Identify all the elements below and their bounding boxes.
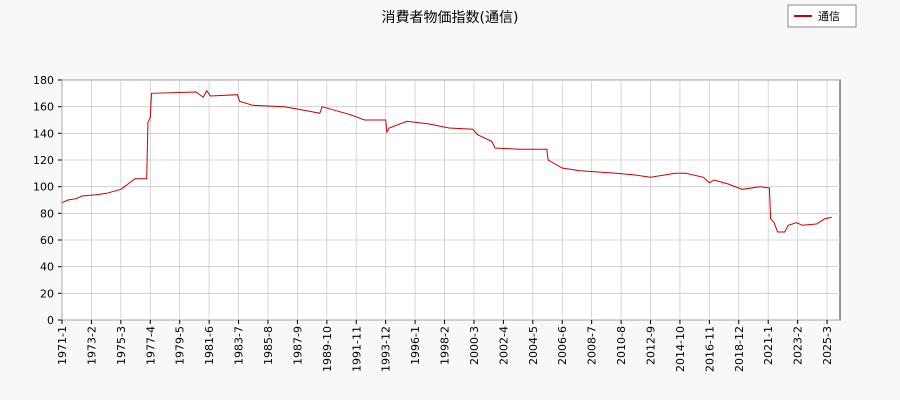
legend-label: 通信 (818, 10, 840, 23)
x-tick-label: 1991-11 (350, 326, 363, 372)
y-tick-label: 80 (40, 207, 54, 220)
y-tick-label: 140 (33, 127, 54, 140)
y-tick-label: 20 (40, 287, 54, 300)
y-tick-label: 160 (33, 101, 54, 114)
y-tick-label: 0 (47, 314, 54, 327)
x-tick-label: 1983-7 (233, 326, 246, 365)
x-tick-label: 2025-3 (821, 326, 834, 365)
y-tick-label: 60 (40, 234, 54, 247)
data-line (61, 89, 832, 233)
x-tick-label: 1989-10 (321, 326, 334, 372)
x-tick-label: 1979-5 (174, 326, 187, 365)
x-tick-label: 1993-12 (380, 326, 393, 372)
x-tick-label: 1996-1 (409, 326, 422, 365)
chart-title: 消費者物価指数(通信) (382, 10, 519, 26)
x-tick-label: 2010-8 (615, 326, 628, 365)
legend-box (787, 4, 857, 28)
x-tick-label: 1998-2 (439, 326, 452, 365)
plot-area (61, 79, 841, 321)
x-tick-label: 2023-2 (792, 326, 805, 365)
x-tick-label: 2000-3 (468, 326, 481, 365)
x-tick-label: 2014-10 (674, 326, 687, 372)
y-tick-label: 100 (33, 181, 54, 194)
x-tick-label: 1977-4 (144, 326, 157, 365)
x-tick-label: 1987-9 (291, 326, 304, 365)
x-tick-label: 2008-7 (586, 326, 599, 365)
x-tick-label: 2002-4 (497, 326, 510, 365)
x-tick-label: 1975-3 (115, 326, 128, 365)
x-tick-label: 1971-1 (56, 326, 69, 365)
x-tick-label: 2016-11 (703, 326, 716, 372)
x-tick-label: 2018-12 (733, 326, 746, 372)
x-tick-label: 1981-6 (203, 326, 216, 365)
y-tick-label: 40 (40, 261, 54, 274)
y-tick-label: 120 (33, 154, 54, 167)
x-tick-label: 1973-2 (85, 326, 98, 365)
y-tick-label: 180 (33, 74, 54, 87)
x-tick-label: 1985-8 (262, 326, 275, 365)
x-tick-label: 2021-1 (762, 326, 775, 365)
x-tick-label: 2006-6 (556, 326, 569, 365)
x-tick-label: 2012-9 (645, 326, 658, 365)
x-tick-label: 2004-5 (527, 326, 540, 365)
